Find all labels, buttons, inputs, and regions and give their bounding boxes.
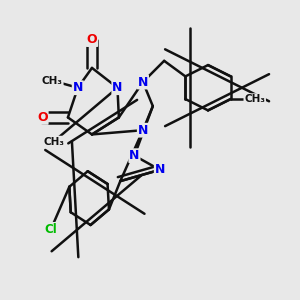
Text: N: N [112,81,123,94]
Text: O: O [87,33,97,46]
Text: CH₃: CH₃ [244,94,265,104]
Text: Cl: Cl [45,223,57,236]
Text: O: O [37,111,48,124]
Text: CH₃: CH₃ [43,136,64,146]
Text: N: N [138,76,148,88]
Text: N: N [73,81,83,94]
Text: N: N [155,163,165,176]
Text: CH₃: CH₃ [42,76,63,85]
Text: N: N [129,149,140,162]
Text: N: N [138,124,148,137]
